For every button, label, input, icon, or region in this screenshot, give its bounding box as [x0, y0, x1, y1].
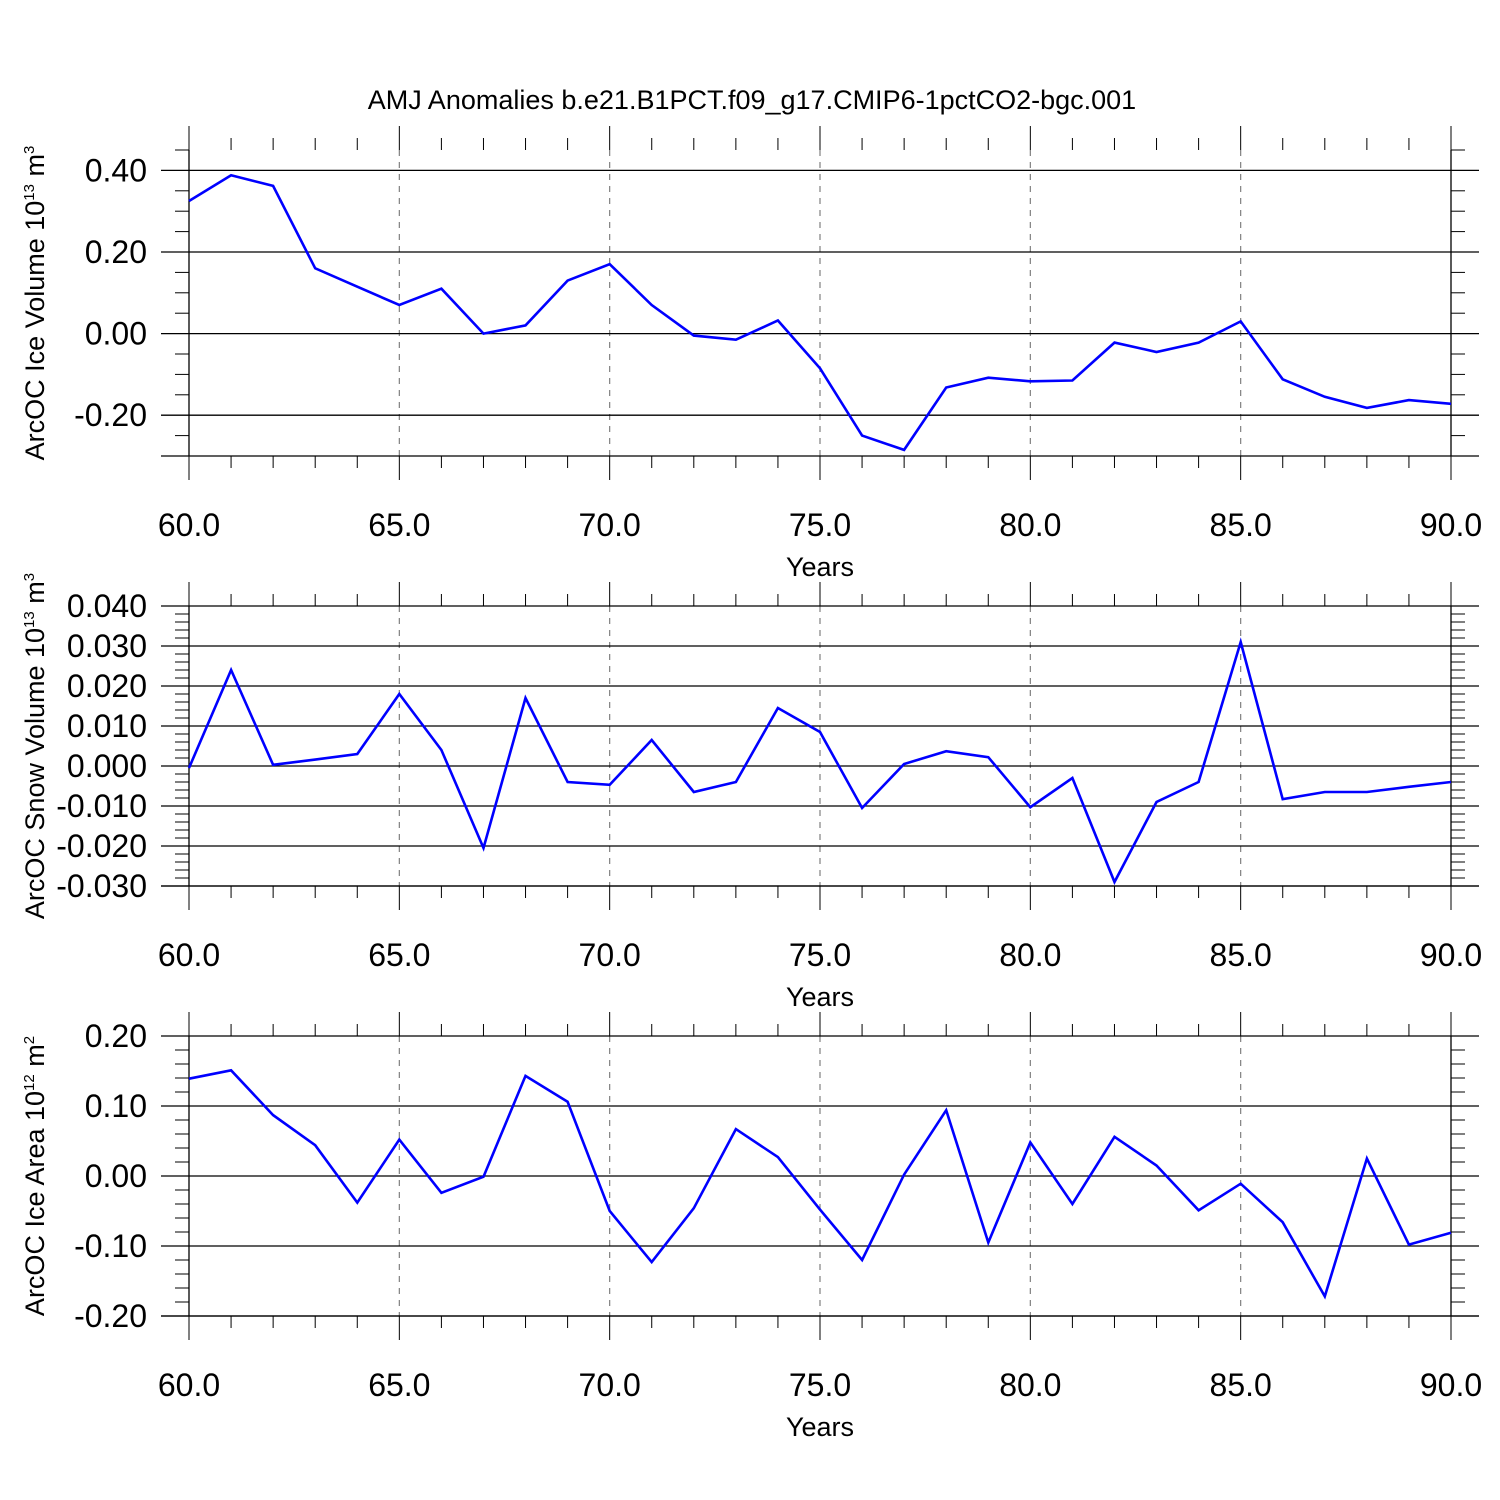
x-tick-label: 80.0	[999, 1367, 1061, 1403]
y-tick-label: 0.020	[67, 668, 147, 704]
panels: 60.0 65.0 70.0 75.0 80.0 85.0 90.0 -0.20 0.00 0.2…	[20, 126, 1482, 1442]
x-axis-title: Years	[786, 1412, 854, 1442]
y-tick-label: -0.10	[74, 1228, 147, 1264]
y-tick-label: 0.040	[67, 588, 147, 624]
y-axis-title: ArcOC Snow Volume 1013 m3	[20, 573, 50, 919]
y-tick-label: 0.010	[67, 708, 147, 744]
y-tick-label: 0.030	[67, 628, 147, 664]
y-axis-title-text: ArcOC Ice Area 10	[20, 1091, 50, 1316]
panel-1: 60.0 65.0 70.0 75.0 80.0 85.0 90.0 -0.20 0.00 0.2…	[20, 126, 1482, 582]
x-tick-label: 75.0	[789, 1367, 851, 1403]
y-tick-label: 0.40	[85, 152, 147, 188]
y-axis-title-text: ArcOC Snow Volume 10	[20, 628, 50, 919]
x-axis-title: Years	[786, 982, 854, 1012]
x-tick-label: 60.0	[158, 937, 220, 973]
x-tick-label: 65.0	[368, 1367, 430, 1403]
x-tick-label: 85.0	[1210, 937, 1272, 973]
y-tick-label: 0.20	[85, 1018, 147, 1054]
y-tick-label: 0.20	[85, 234, 147, 270]
series-line	[188, 173, 1452, 452]
x-tick-label: 75.0	[789, 937, 851, 973]
y-tick-label: 0.00	[85, 1158, 147, 1194]
y-axis-title-text: m	[20, 1044, 50, 1074]
y-axis-title-superscript: 3	[21, 146, 38, 154]
x-tick-label: 90.0	[1420, 1367, 1482, 1403]
x-tick-label: 65.0	[368, 507, 430, 543]
x-tick-label: 70.0	[579, 507, 641, 543]
y-axis-title-text: ArcOC Ice Volume 10	[20, 201, 50, 461]
y-axis-title-superscript: 13	[21, 184, 38, 201]
x-tick-label: 80.0	[999, 507, 1061, 543]
x-tick-label: 75.0	[789, 507, 851, 543]
x-tick-label: 85.0	[1210, 507, 1272, 543]
panel-2: 60.0 65.0 70.0 75.0 80.0 85.0 90.0 -0.030 -0.020…	[20, 573, 1482, 1012]
y-axis-title: ArcOC Ice Area 1012 m2	[20, 1036, 50, 1316]
y-axis-title-superscript: 12	[21, 1074, 38, 1091]
x-tick-label: 65.0	[368, 937, 430, 973]
y-axis-title-text: m	[20, 581, 50, 611]
x-tick-label: 70.0	[579, 937, 641, 973]
panel-3: 60.0 65.0 70.0 75.0 80.0 85.0 90.0 -0.20 -0.10 0.…	[20, 1012, 1482, 1442]
y-tick-label: 0.10	[85, 1088, 147, 1124]
y-tick-label: -0.010	[56, 788, 147, 824]
x-tick-label: 85.0	[1210, 1367, 1272, 1403]
y-axis-title-superscript: 3	[21, 573, 38, 581]
x-tick-label: 60.0	[158, 1367, 220, 1403]
x-axis-title: Years	[786, 552, 854, 582]
y-tick-label: -0.20	[74, 1298, 147, 1334]
x-tick-label: 80.0	[999, 937, 1061, 973]
figure-title: AMJ Anomalies b.e21.B1PCT.f09_g17.CMIP6-…	[368, 85, 1136, 115]
y-tick-label: -0.020	[56, 828, 147, 864]
y-axis-title-superscript: 2	[21, 1036, 38, 1044]
y-tick-label: -0.20	[74, 397, 147, 433]
x-tick-label: 60.0	[158, 507, 220, 543]
y-axis-title-superscript: 13	[21, 611, 38, 628]
y-axis-title-text: m	[20, 154, 50, 184]
x-tick-label: 90.0	[1420, 507, 1482, 543]
y-tick-label: -0.030	[56, 868, 147, 904]
y-tick-label: 0.000	[67, 748, 147, 784]
x-tick-label: 90.0	[1420, 937, 1482, 973]
y-tick-label: 0.00	[85, 316, 147, 352]
x-tick-label: 70.0	[579, 1367, 641, 1403]
y-axis-title: ArcOC Ice Volume 1013 m3	[20, 146, 50, 461]
